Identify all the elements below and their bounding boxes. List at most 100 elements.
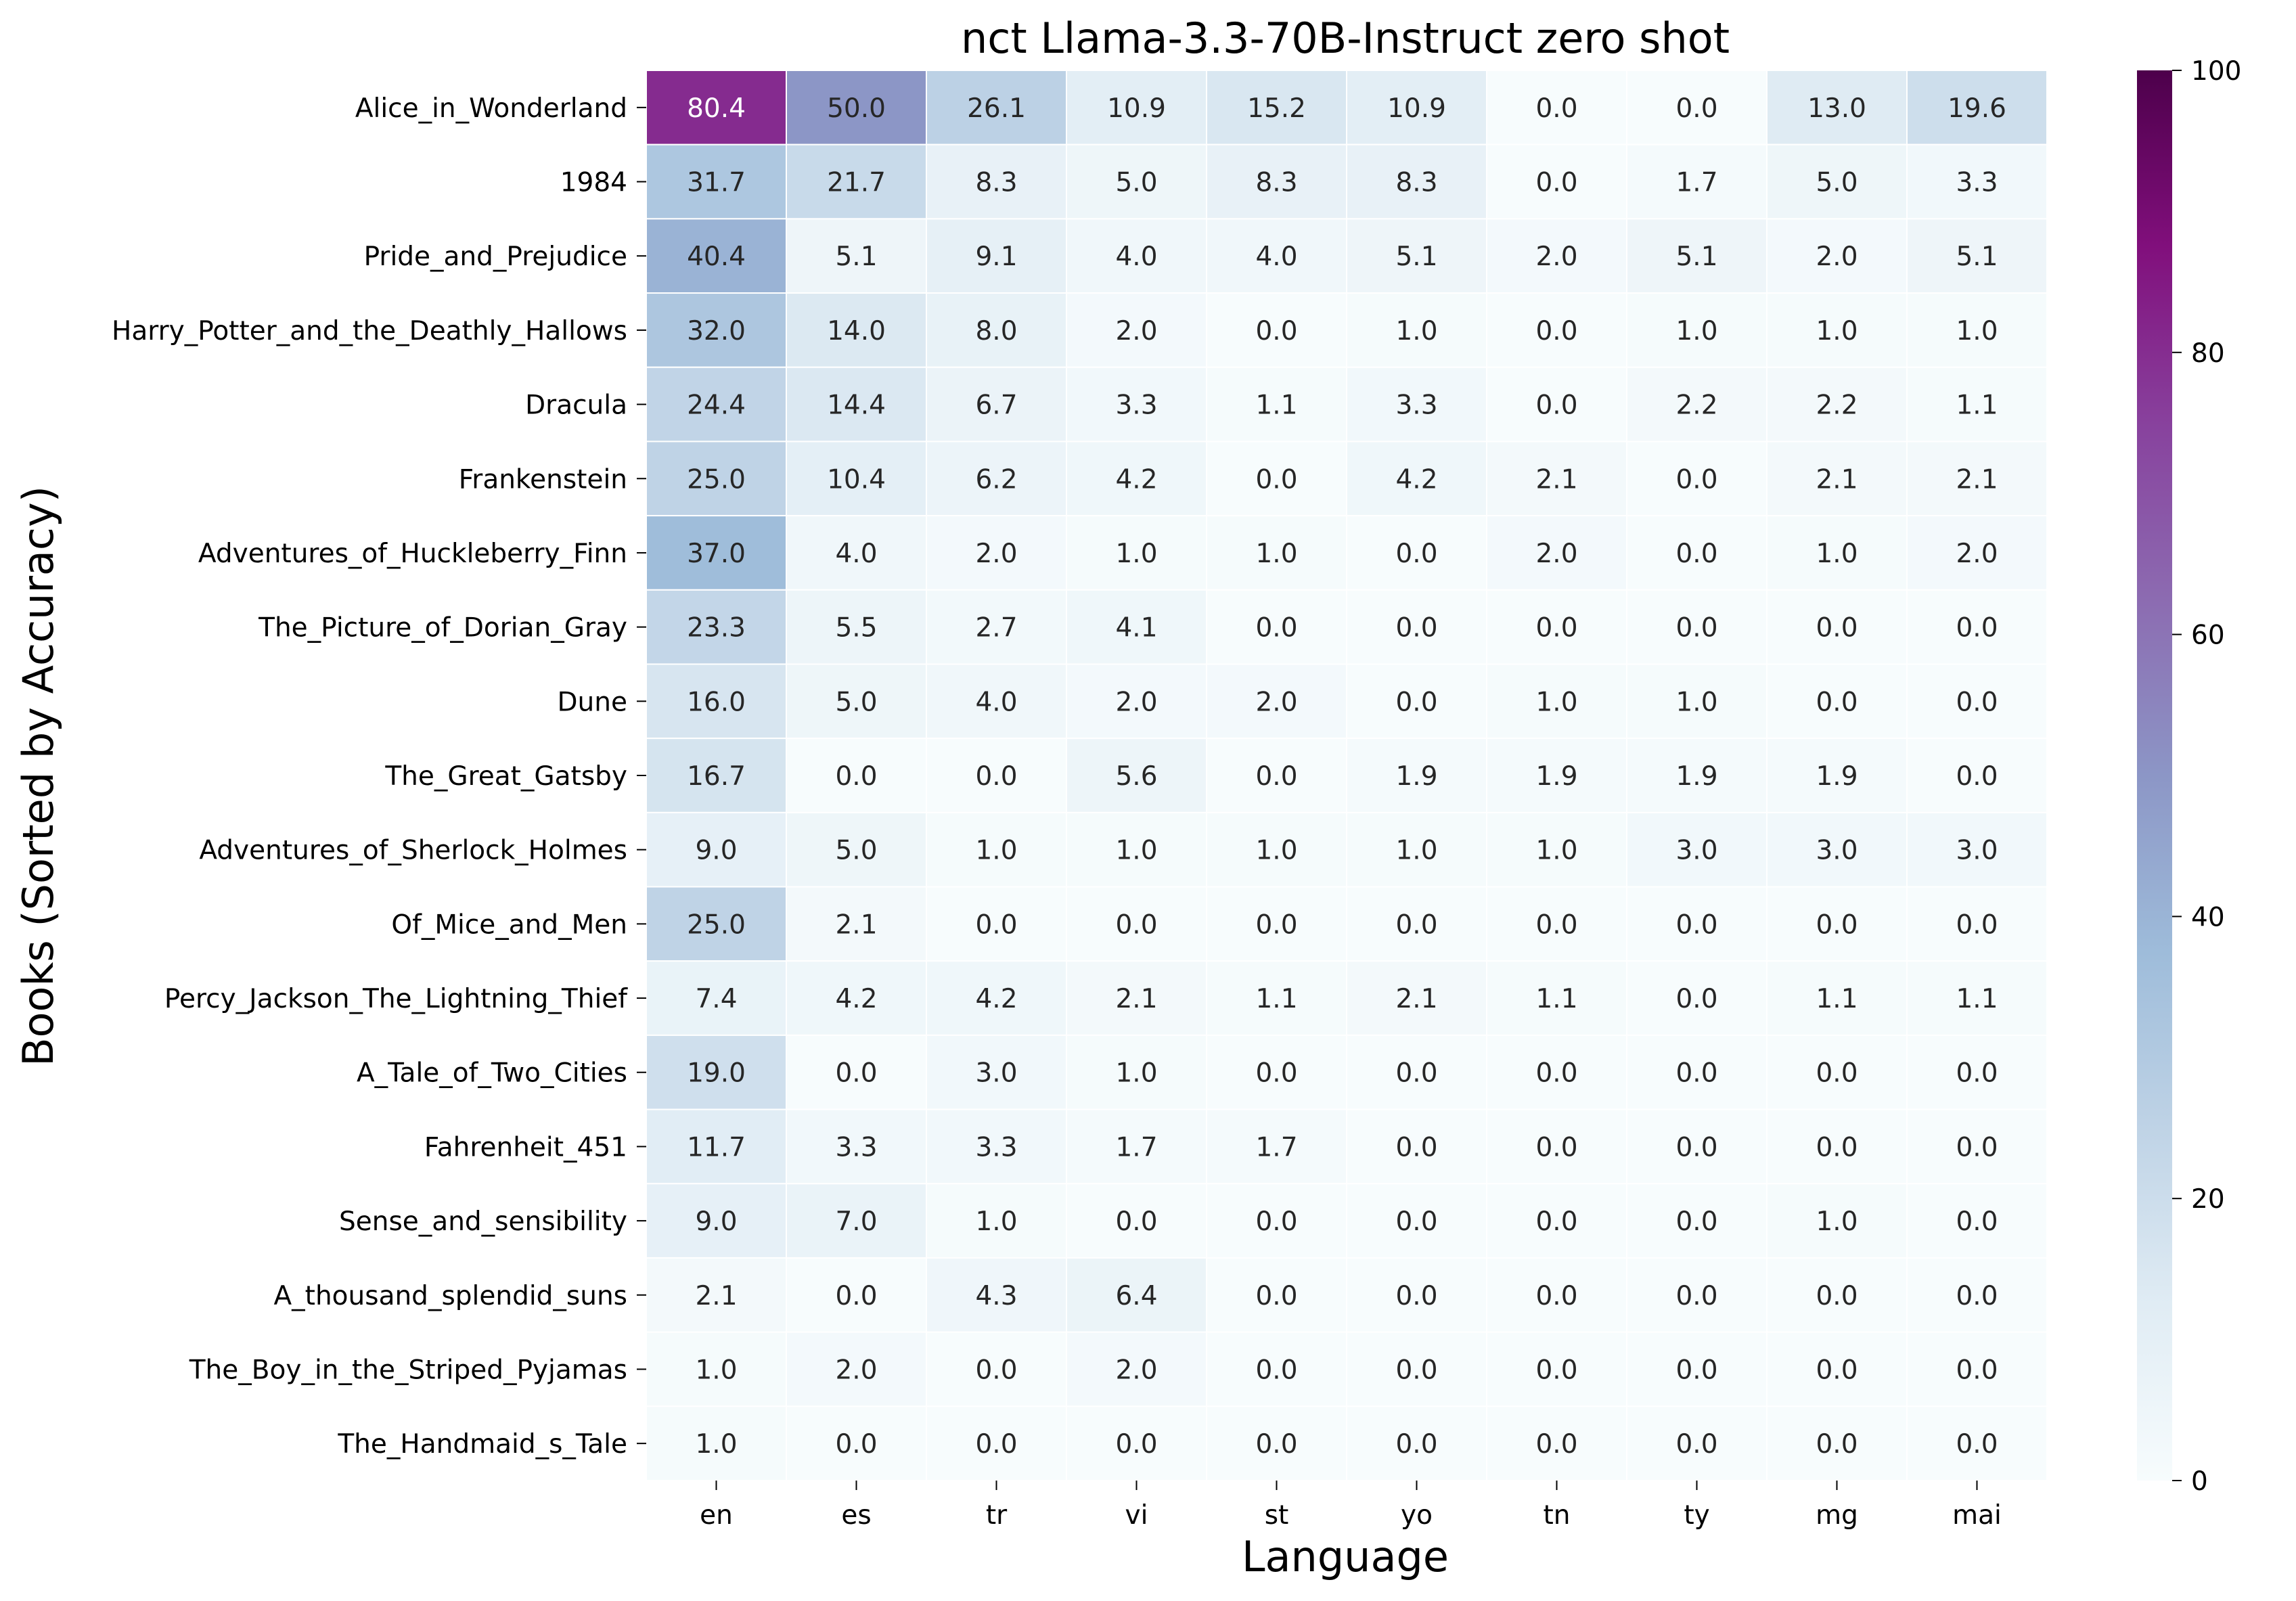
cell-value-label: 5.0 [1816,168,1858,198]
x-tick-labels: en es tr vi st yo tn ty mg mai [700,1481,2002,1531]
cell-value-label: 0.0 [1675,1281,1717,1311]
heatmap-cell [1766,663,1908,740]
heatmap-cell [1206,738,1347,813]
cell-value-label: 0.0 [1395,909,1437,940]
cell-value-label: 1.0 [1395,836,1437,866]
x-tick-label: mg [1816,1500,1858,1531]
heatmap-cell [926,960,1067,1036]
cell-value-label: 13.0 [1807,93,1866,124]
cell-value-label: 2.0 [1535,242,1577,272]
x-tick-label: tn [1543,1500,1570,1531]
cell-value-label: 6.2 [975,464,1017,495]
heatmap-cell [646,1257,787,1333]
heatmap-cell [1486,143,1627,220]
cell-value-label: 1.0 [1115,1058,1157,1089]
cell-value-label: 4.2 [835,984,877,1014]
cell-value-label: 0.0 [1255,1281,1297,1311]
cell-value-label: 1.7 [1115,1132,1157,1163]
cell-value-label: 7.4 [695,984,737,1014]
chart-title: nct Llama-3.3-70B-Instruct zero shot [961,14,1730,63]
heatmap-cell [1066,663,1207,740]
cell-value-label: 8.3 [1395,168,1437,198]
heatmap-cell [786,663,927,740]
cell-value-label: 2.0 [1255,687,1297,717]
heatmap-cell [1206,886,1347,962]
cell-value-label: 7.0 [835,1207,877,1237]
heatmap-cell [1766,1331,1908,1407]
cell-value-label: 0.0 [1956,1429,1998,1460]
cell-value-label: 4.0 [975,687,1017,717]
cell-value-label: 0.0 [1816,1429,1858,1460]
y-tick-label: The_Boy_in_the_Striped_Pyjamas [189,1355,627,1385]
heatmap-cell [1066,811,1207,888]
cell-value-label: 0.0 [1535,93,1577,124]
cell-value-label: 0.0 [1535,390,1577,421]
cell-value-label: 0.0 [1675,1429,1717,1460]
heatmap-cell [1346,1183,1487,1259]
cell-value-label: 0.0 [1816,1132,1858,1163]
heatmap-cell [1766,515,1908,591]
heatmap-cell [1766,1108,1908,1185]
cell-value-label: 32.0 [687,316,746,346]
y-tick-label: The_Picture_of_Dorian_Gray [258,613,627,644]
heatmap-cell [646,1034,787,1110]
cell-value-label: 0.0 [1956,1132,1998,1163]
heatmap-cell [786,218,927,294]
cell-value-label: 0.0 [975,1429,1017,1460]
heatmap-cell [1066,738,1207,813]
cell-value-label: 37.0 [687,539,746,569]
cell-value-label: 2.7 [975,613,1017,644]
cell-value-label: 3.0 [1675,836,1717,866]
y-tick-label: Fahrenheit_451 [424,1132,627,1163]
y-tick-label: A_Tale_of_Two_Cities [357,1058,627,1089]
heatmap-cell [786,589,927,665]
heatmap-cell [1346,589,1487,665]
heatmap-cell [646,292,787,368]
heatmap-cell [1206,1183,1347,1259]
cell-value-label: 25.0 [687,909,746,940]
heatmap-cell [1766,441,1908,517]
cell-value-label: 5.6 [1115,761,1157,792]
cell-value-label: 0.0 [1255,1429,1297,1460]
cell-value-label: 2.1 [695,1281,737,1311]
cell-value-label: 2.0 [1115,687,1157,717]
cell-value-label: 0.0 [1395,1058,1437,1089]
cell-value-label: 5.0 [1115,168,1157,198]
cell-value-label: 0.0 [835,1429,877,1460]
y-tick-label: Dracula [525,390,627,421]
y-axis-title: Books (Sorted by Accuracy) [14,486,63,1066]
cell-value-label: 1.9 [1395,761,1437,792]
cell-value-label: 14.0 [827,316,886,346]
heatmap-cell [1766,292,1908,368]
heatmap-cell [1766,886,1908,962]
cell-value-label: 0.0 [835,1281,877,1311]
heatmap-cell [646,1405,787,1481]
heatmap-cell [786,1183,927,1259]
cell-value-label: 5.1 [1675,242,1717,272]
cell-value-label: 0.0 [1675,464,1717,495]
heatmap-cell [646,441,787,517]
cell-value-label: 1.0 [1816,316,1858,346]
colorbar-ticks: 0 20 40 60 80 100 [2172,56,2241,1497]
heatmap-cell [1346,738,1487,813]
cell-value-label: 2.1 [835,909,877,940]
cell-value-label: 1.7 [1675,168,1717,198]
colorbar-tick-label: 60 [2191,621,2225,651]
colorbar [2137,70,2172,1481]
cell-value-label: 1.1 [1255,390,1297,421]
cell-value-label: 1.0 [1535,836,1577,866]
cell-value-label: 2.2 [1675,390,1717,421]
heatmap-cell [1066,1331,1207,1407]
cell-value-label: 19.0 [687,1058,746,1089]
cell-value-label: 21.7 [827,168,886,198]
cell-value-label: 0.0 [1115,909,1157,940]
y-tick-label: Adventures_of_Huckleberry_Finn [198,539,627,569]
cell-value-label: 1.0 [1816,1207,1858,1237]
heatmap-cell [1066,589,1207,665]
cell-value-label: 0.0 [1956,1355,1998,1385]
heatmap-cell [786,70,927,145]
cell-value-label: 3.3 [975,1132,1017,1163]
heatmap-cell [1766,589,1908,665]
x-tick-label: en [700,1500,733,1531]
heatmap-cell [926,218,1067,294]
